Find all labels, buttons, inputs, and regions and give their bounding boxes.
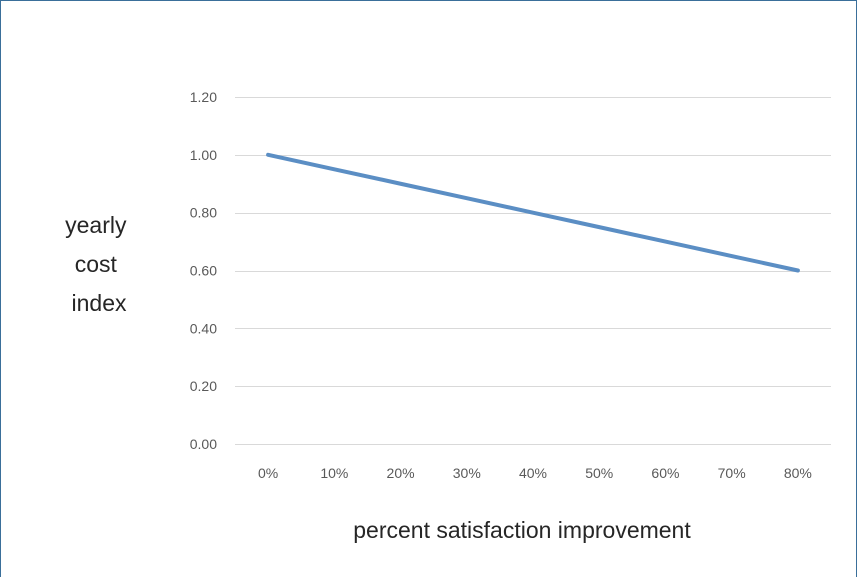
x-tick-label: 0% — [258, 465, 278, 481]
y-tick-label: 1.20 — [190, 89, 217, 105]
x-tick-label: 50% — [585, 465, 613, 481]
x-tick-label: 80% — [784, 465, 812, 481]
series-line — [266, 152, 800, 273]
x-axis-title: percent satisfaction improvement — [353, 517, 691, 543]
y-tick-label: 1.00 — [190, 147, 217, 163]
y-tick-label: 0.20 — [190, 378, 217, 394]
series-layer — [266, 152, 800, 273]
y-axis-title-line-2: cost — [75, 251, 118, 277]
y-axis-ticks: 0.00 0.20 0.40 0.60 0.80 1.00 1.20 — [190, 89, 217, 452]
y-tick-label: 0.80 — [190, 205, 217, 221]
y-axis-title-line-1: yearly — [65, 212, 127, 238]
y-tick-label: 0.00 — [190, 436, 217, 452]
y-tick-label: 0.40 — [190, 320, 217, 336]
x-tick-label: 30% — [453, 465, 481, 481]
y-axis-title-line-3: index — [72, 290, 127, 316]
x-tick-label: 70% — [718, 465, 746, 481]
x-tick-label: 10% — [320, 465, 348, 481]
gridlines — [235, 97, 831, 445]
x-tick-label: 20% — [387, 465, 415, 481]
x-axis-ticks: 0% 10% 20% 30% 40% 50% 60% 70% 80% — [258, 465, 812, 481]
x-tick-label: 60% — [651, 465, 679, 481]
x-tick-label: 40% — [519, 465, 547, 481]
y-tick-label: 0.60 — [190, 263, 217, 279]
y-axis-title: yearly cost index — [65, 212, 133, 316]
